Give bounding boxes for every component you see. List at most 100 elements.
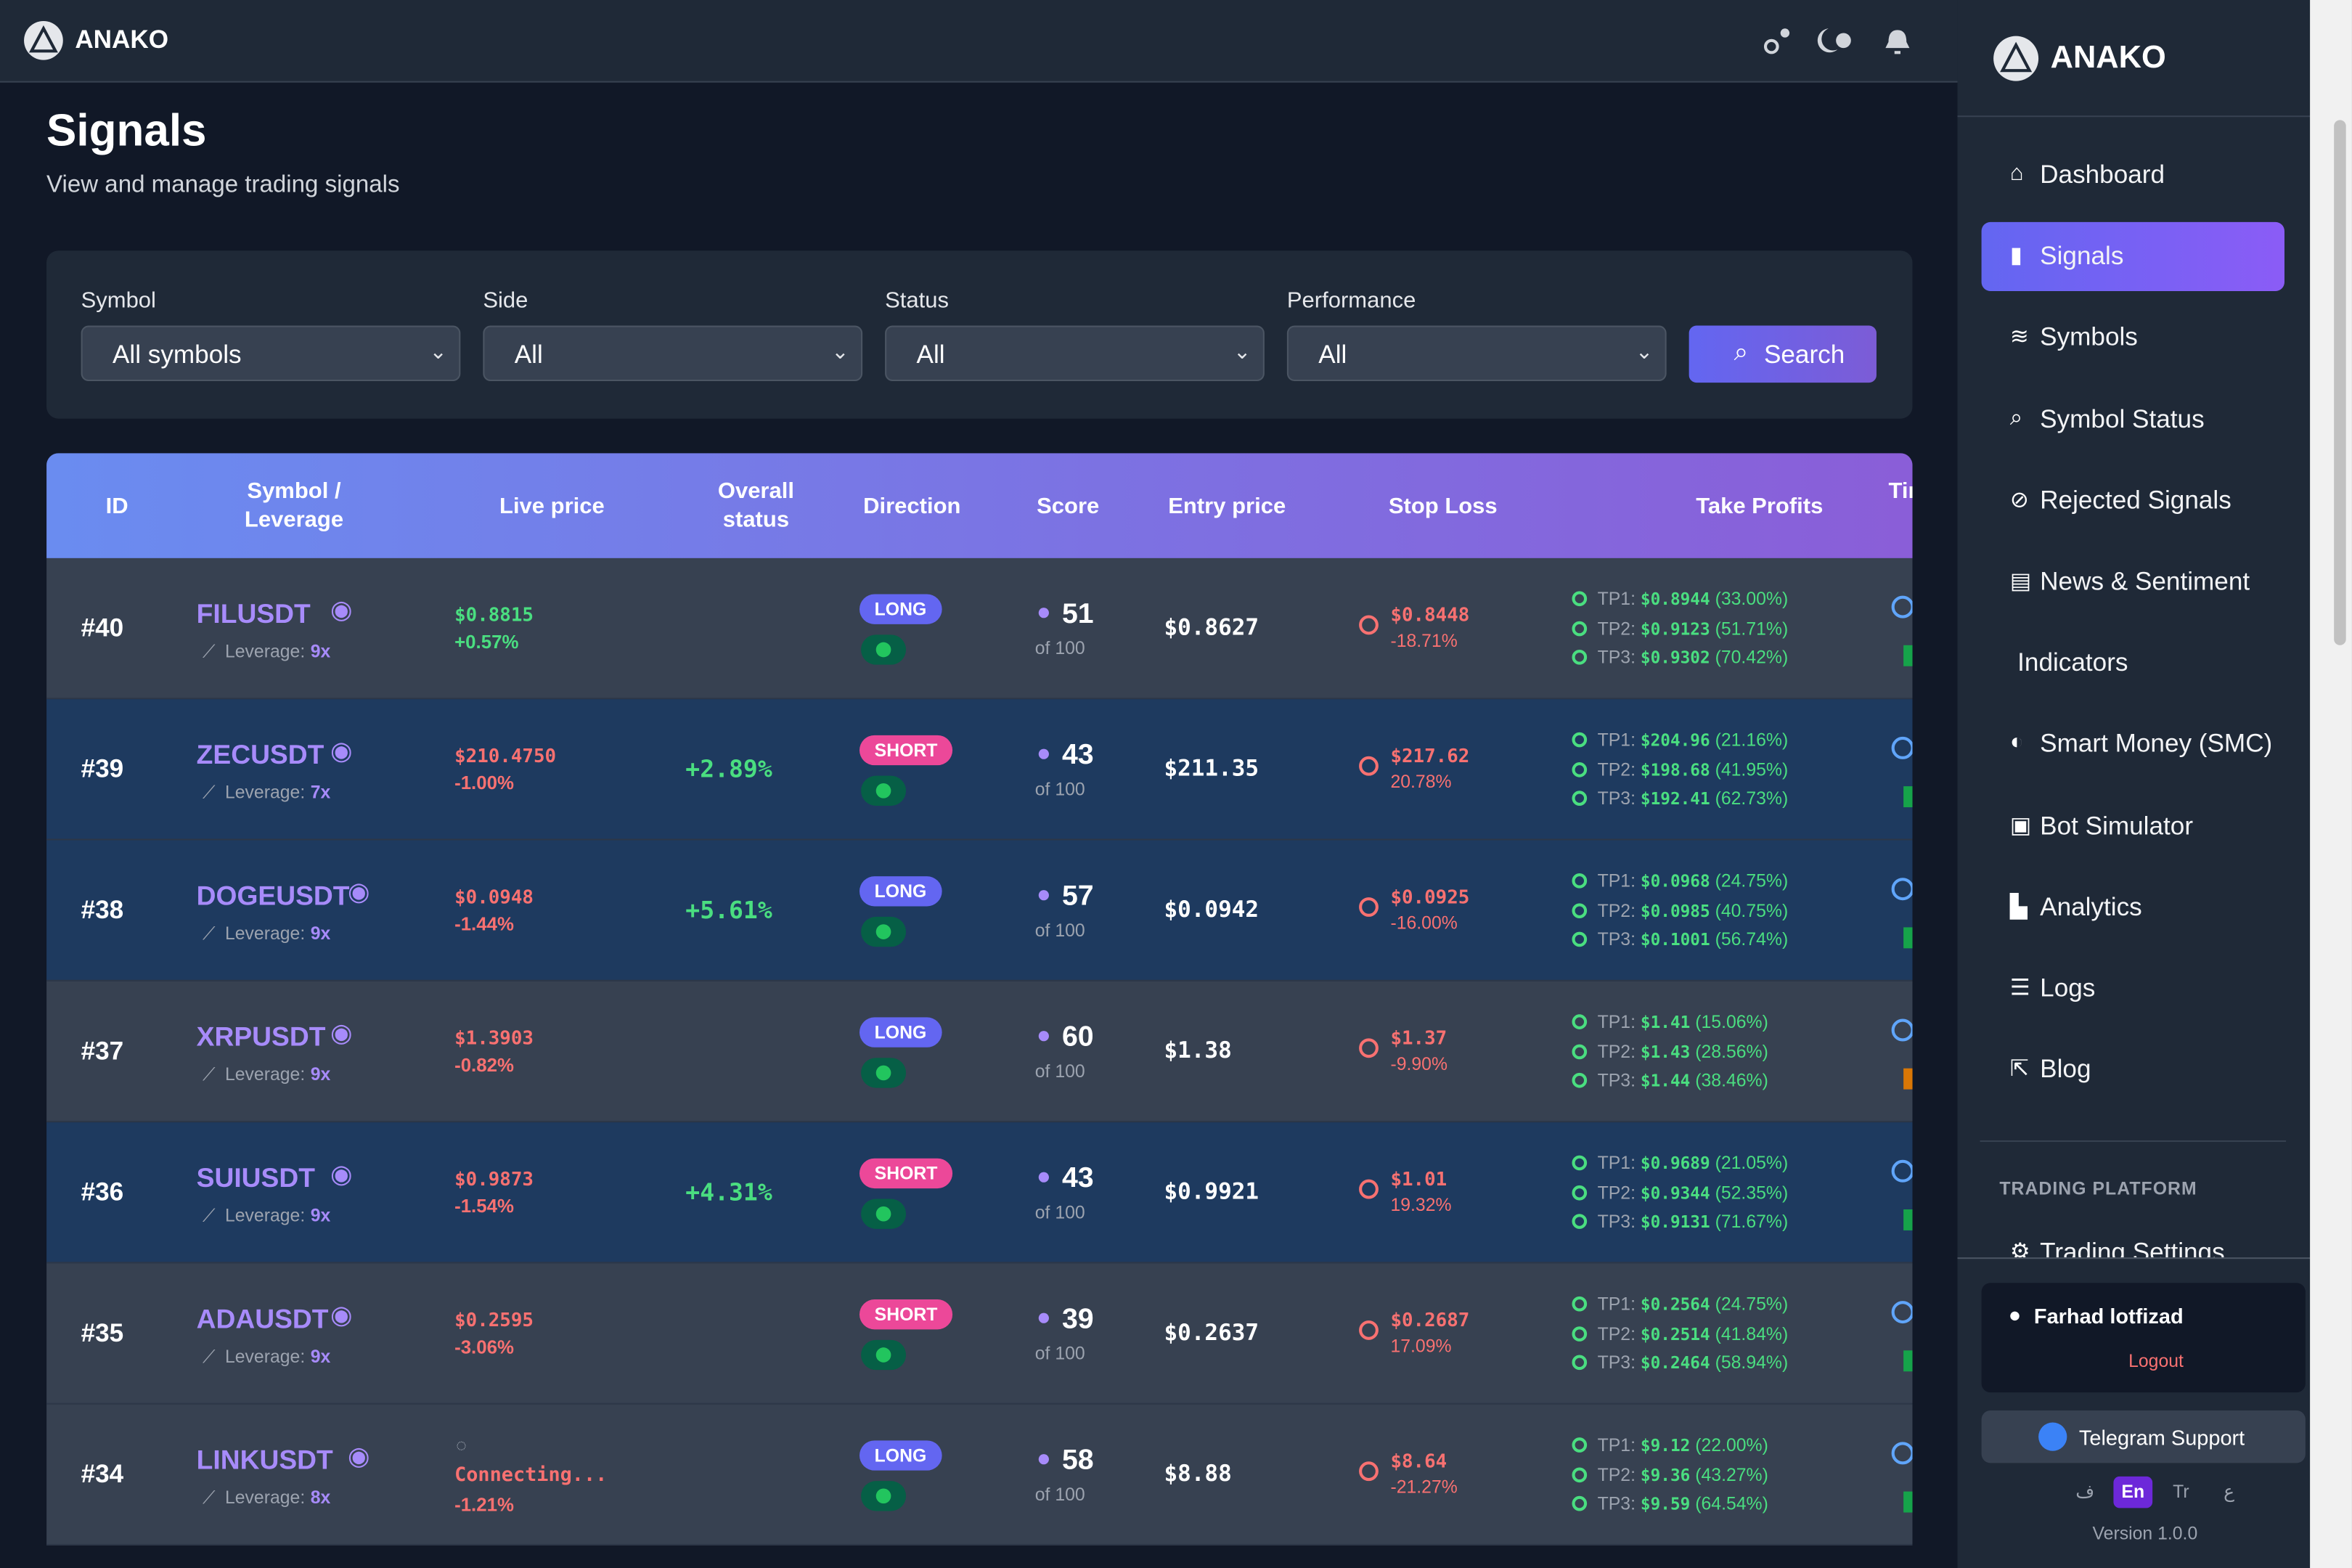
watch-icon[interactable]: ◉ xyxy=(330,1018,353,1048)
status-toggle[interactable] xyxy=(861,775,907,806)
symbol[interactable]: ZECUSDT xyxy=(196,740,324,770)
stop-icon xyxy=(1359,756,1379,776)
nav-item[interactable]: Signals xyxy=(2040,242,2124,271)
table-row: #40 FILUSDT ◉ ⟋ Leverage: 9x $0.8815 +0.57% LONG… xyxy=(46,558,1913,700)
tp-label: TP1: xyxy=(1597,1152,1636,1174)
status-toggle[interactable] xyxy=(861,1339,907,1371)
watch-icon[interactable]: ◉ xyxy=(347,1442,370,1471)
logout[interactable]: Logout xyxy=(2128,1350,2184,1372)
table-row: #38 DOGEUSDT ◉ ⟋ Leverage: 9x $0.0948 -1.44% +5.… xyxy=(46,840,1913,981)
tp-pct: (15.06%) xyxy=(1695,1011,1768,1033)
score-of: of 100 xyxy=(1034,920,1085,942)
direction-badge: SHORT xyxy=(859,735,953,766)
language-option[interactable]: En xyxy=(2113,1476,2153,1508)
symbol[interactable]: SUIUSDT xyxy=(196,1162,315,1193)
scroll-thumb[interactable] xyxy=(2334,120,2346,645)
telegram-button[interactable]: Telegram Support xyxy=(1981,1410,2306,1463)
symbol[interactable]: XRPUSDT xyxy=(196,1021,326,1052)
symbol[interactable]: LINKUSDT xyxy=(196,1445,333,1475)
nav-icon: ⌂ xyxy=(2009,160,2024,187)
nav-item[interactable]: Blog xyxy=(2040,1055,2091,1084)
status-toggle[interactable] xyxy=(861,1058,907,1088)
divider xyxy=(1957,1257,2311,1259)
status-toggle[interactable] xyxy=(861,916,907,947)
symbol[interactable]: DOGEUSDT xyxy=(196,881,350,911)
filter-label: Status xyxy=(885,287,949,314)
watch-icon[interactable]: ◉ xyxy=(347,878,370,907)
live-price: $0.9873 xyxy=(454,1167,534,1191)
column-header: Stop Loss xyxy=(1388,493,1498,519)
tp-pct: (33.00%) xyxy=(1715,588,1789,610)
tp-price: $0.2564 xyxy=(1640,1294,1710,1315)
status-toggle[interactable] xyxy=(861,1481,907,1511)
nav-icon: ⊘ xyxy=(2009,487,2029,513)
nav-icon: ▣ xyxy=(2009,812,2032,838)
telegram-icon xyxy=(2038,1422,2067,1451)
time-status xyxy=(1903,927,1913,949)
status-toggle[interactable] xyxy=(861,1199,907,1229)
filter-select[interactable]: All ⌄ xyxy=(483,325,863,382)
filter-select[interactable]: All ⌄ xyxy=(885,325,1265,382)
tp-icon xyxy=(1572,1072,1588,1088)
select-value: All xyxy=(916,340,945,369)
nav-icon: ▤ xyxy=(2009,568,2032,595)
language-option[interactable]: ف xyxy=(2075,1481,2095,1503)
chart-icon: ⟋ xyxy=(202,781,216,803)
stop-loss: $0.0925 xyxy=(1390,885,1470,908)
watch-icon[interactable]: ◉ xyxy=(330,736,353,766)
filter-label: Side xyxy=(483,287,528,314)
signal-id: #39 xyxy=(81,754,124,783)
nav-item[interactable]: Indicators xyxy=(2017,648,2128,677)
topbar-icons[interactable] xyxy=(1763,24,1927,57)
status-toggle[interactable] xyxy=(861,634,907,665)
symbol[interactable]: ADAUSDT xyxy=(196,1304,329,1334)
tp-icon xyxy=(1572,1155,1588,1171)
select-value: All symbols xyxy=(112,340,242,369)
nav-item[interactable]: Smart Money (SMC) xyxy=(2040,730,2273,759)
nav-item[interactable]: Bot Simulator xyxy=(2040,811,2194,840)
nav-icon: ▙ xyxy=(2009,894,2028,920)
watch-icon[interactable]: ◉ xyxy=(330,595,353,624)
nav-icon: ◐ xyxy=(2009,730,2024,756)
filter-select[interactable]: All symbols ⌄ xyxy=(81,325,461,382)
nav-item[interactable]: Trading Settings xyxy=(2040,1238,2225,1258)
symbol[interactable]: FILUSDT xyxy=(196,598,311,629)
signals-table: ID Symbol / Leverage Live price Overall sta… xyxy=(46,453,1913,1568)
score-of: of 100 xyxy=(1034,1061,1085,1082)
chevron: ⌄ xyxy=(1233,339,1251,364)
score-of: of 100 xyxy=(1034,637,1085,659)
nav-item[interactable]: Symbols xyxy=(2040,323,2138,352)
leverage: 9x xyxy=(310,1063,331,1085)
score: 43 xyxy=(1061,740,1094,772)
nav-item[interactable]: Dashboard xyxy=(2040,160,2165,189)
tp-line: TP3: $192.41 (62.73%) xyxy=(1598,788,1789,809)
stop-icon xyxy=(1359,615,1379,635)
stop-pct: -9.90% xyxy=(1390,1053,1448,1074)
chart-icon: ⟋ xyxy=(202,1063,216,1085)
language-option[interactable]: ع xyxy=(2224,1481,2234,1503)
watch-icon[interactable]: ◉ xyxy=(330,1159,353,1189)
tp-icon xyxy=(1572,1214,1588,1229)
language-option[interactable]: Tr xyxy=(2173,1481,2189,1503)
nav-item[interactable]: Symbol Status xyxy=(2040,404,2205,433)
nav-item[interactable]: Logs xyxy=(2040,973,2096,1003)
nav-item[interactable]: News & Sentiment xyxy=(2040,567,2250,596)
nav-active[interactable] xyxy=(1981,222,2284,292)
tp-price: $0.2514 xyxy=(1640,1324,1710,1344)
filter-select[interactable]: All ⌄ xyxy=(1286,325,1667,382)
tp-icon xyxy=(1572,1184,1588,1200)
tp-label: TP1: xyxy=(1597,1293,1636,1315)
direction-badge: SHORT xyxy=(859,1299,953,1330)
time-status xyxy=(1903,1350,1913,1372)
tp-pct: (43.27%) xyxy=(1695,1463,1768,1485)
tp-label: TP2: xyxy=(1597,1323,1636,1344)
nav-item[interactable]: Rejected Signals xyxy=(2040,486,2231,515)
search-button[interactable]: ⌕ Search xyxy=(1689,325,1877,383)
watch-icon[interactable]: ◉ xyxy=(330,1301,353,1330)
nav-item[interactable]: Analytics xyxy=(2040,892,2142,921)
score: 60 xyxy=(1061,1021,1094,1054)
leverage: 8x xyxy=(310,1487,331,1508)
brain-icon: ● xyxy=(1036,741,1051,767)
signal-id: #38 xyxy=(81,895,124,925)
